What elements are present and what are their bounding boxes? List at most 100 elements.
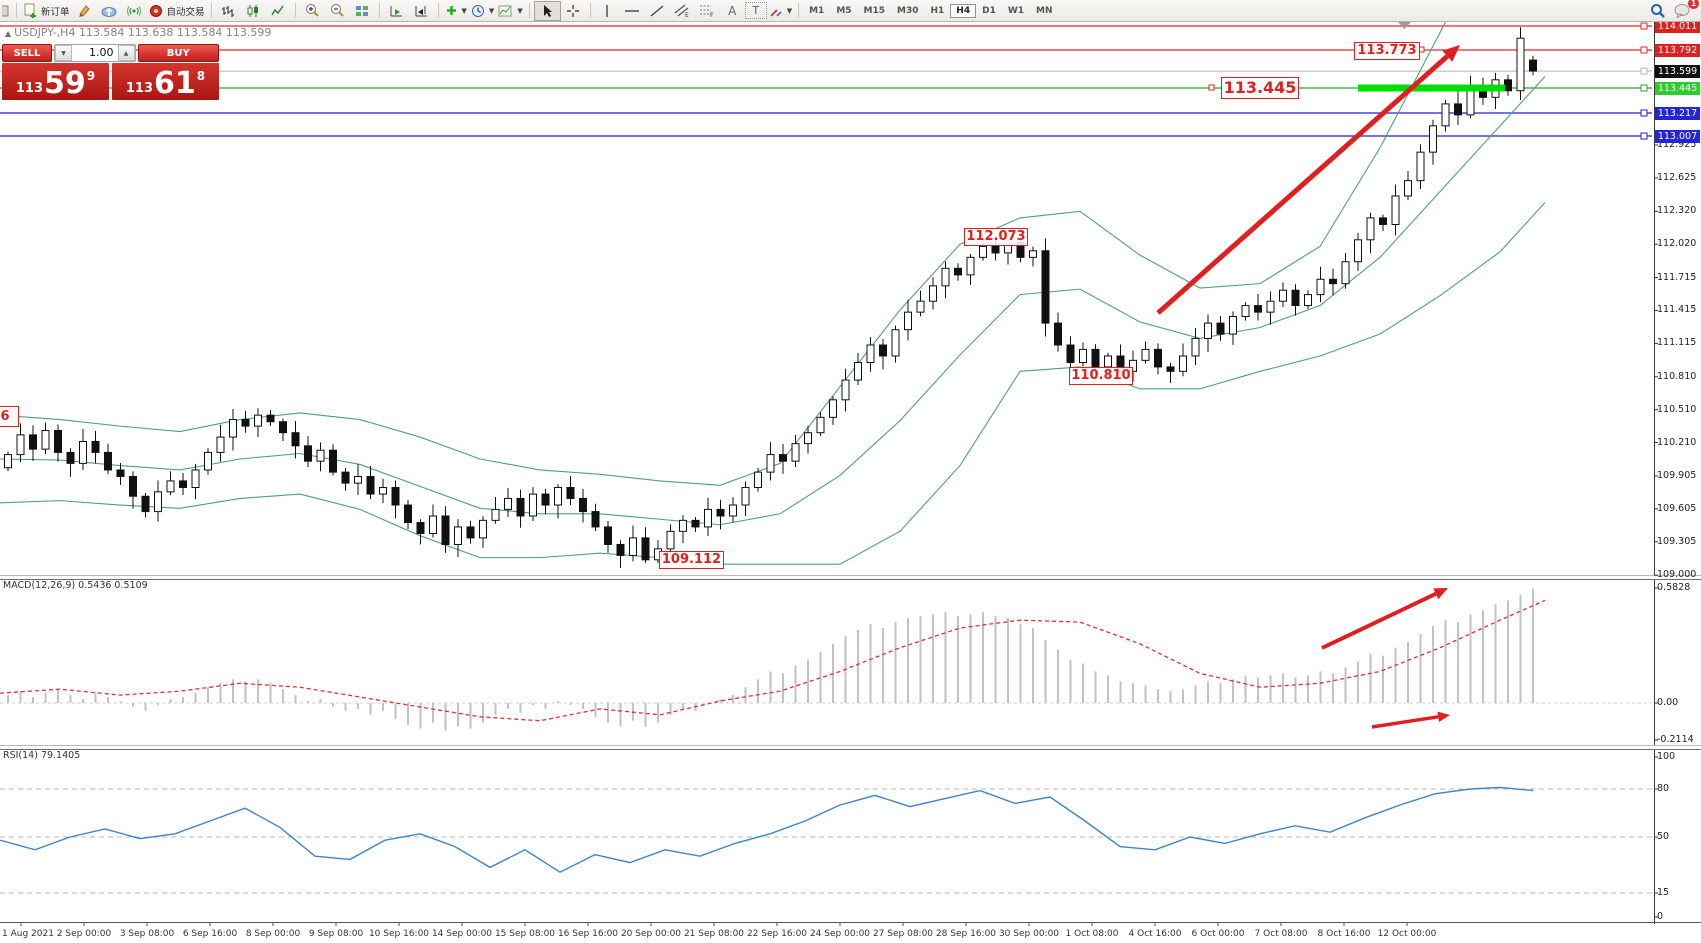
price-tick: 110.510 [1657, 403, 1697, 415]
price-tick: 109.905 [1657, 469, 1697, 481]
autotrading-button[interactable]: 自动交易 [147, 2, 207, 20]
line-chart-icon [271, 5, 284, 15]
timeframe-button-D1[interactable]: D1 [982, 5, 996, 16]
macd-trend-arrow [1321, 592, 1437, 650]
annotation-label-110.810[interactable]: 110.810 [1069, 367, 1133, 385]
chart-title: ▲ USDJPY-,H4 113.584 113.638 113.584 113.… [5, 26, 272, 39]
time-axis-label: 3 Sep 08:00 [119, 929, 175, 939]
time-axis-label: 1 Aug 2021 [2, 929, 54, 939]
timeframe-bar: M1 M5 M15 M30 H1 H4 D1 W1 MN [803, 3, 1058, 18]
zoom-out-button[interactable] [325, 2, 350, 20]
sell-price-prefix: 113 [15, 81, 44, 96]
separator [589, 3, 591, 18]
cursor-icon [544, 4, 553, 17]
sell-button[interactable]: SELL [2, 44, 52, 62]
macd-rsi-separator[interactable] [0, 745, 1701, 750]
notifications-button[interactable]: 1 [1670, 0, 1699, 20]
timeframe-button-H4[interactable]: H4 [950, 3, 977, 18]
annotation-label-113.445[interactable]: 113.445 [1221, 77, 1299, 99]
cursor-tool-button[interactable] [533, 0, 561, 21]
arrows-tool[interactable]: ▼ [767, 2, 794, 20]
one-click-trading-widget: SELL ▼ 1.00 ▲ BUY 113 59 9 113 61 8 [2, 44, 219, 100]
sell-price-button[interactable]: 113 59 9 [2, 63, 109, 100]
channel-tool[interactable]: E [670, 2, 695, 20]
time-axis-label: 1 Oct 08:00 [1065, 929, 1119, 939]
bar-chart-button[interactable] [216, 2, 241, 20]
annotation-label-113.773[interactable]: 113.773 [1354, 42, 1420, 60]
zoom-in-button[interactable] [300, 2, 325, 20]
indicators-button[interactable]: ▼ [443, 2, 469, 20]
buy-price-big: 61 [154, 66, 196, 101]
chart-macd-separator[interactable] [0, 575, 1701, 580]
macd-label: MACD(12,26,9) 0.5436 0.5109 [3, 580, 148, 591]
candlestick-chart-button[interactable] [241, 2, 266, 20]
time-axis-label: 8 Sep 00:00 [245, 929, 301, 939]
price-tick: 109.000 [1657, 569, 1697, 581]
timeframe-button-M1[interactable]: M1 [809, 5, 825, 16]
caret-down-icon: ▼ [461, 6, 467, 15]
price-tick: 110.210 [1657, 436, 1697, 448]
channel-sub-label: E [685, 12, 689, 18]
price-tick: 110.810 [1657, 370, 1697, 382]
time-axis-label: 12 Oct 00:00 [1377, 929, 1437, 939]
annotation-label-109.112[interactable]: 109.112 [659, 551, 724, 569]
time-axis-label: 4 Oct 16:00 [1128, 929, 1182, 939]
time-axis-label: 8 Oct 16:00 [1317, 929, 1371, 939]
auto-scroll-button[interactable] [384, 2, 409, 20]
line-chart-button[interactable] [266, 2, 291, 20]
price-line-label-113.599: 113.599 [1655, 64, 1700, 78]
horizontal-line-tool[interactable] [620, 2, 645, 20]
auto-scroll-icon [390, 5, 402, 16]
text-tool[interactable]: A [720, 2, 745, 20]
timeframe-button-MN[interactable]: MN [1036, 5, 1053, 16]
sell-price-big: 59 [44, 66, 86, 101]
rsi-axis-label: 80 [1657, 783, 1670, 794]
periods-button[interactable]: ▼ [469, 2, 496, 20]
timeframe-button-W1[interactable]: W1 [1007, 5, 1025, 16]
price-tick: 111.415 [1657, 304, 1697, 316]
crosshair-tool-button[interactable] [561, 2, 586, 20]
new-order-button[interactable]: 新订单 [21, 2, 72, 20]
zoom-in-icon [305, 4, 319, 17]
volume-input[interactable]: 1.00 [89, 46, 114, 59]
price-tick: 112.320 [1657, 205, 1697, 217]
buy-price-button[interactable]: 113 61 8 [112, 63, 219, 100]
templates-button[interactable]: ▼ [496, 2, 524, 20]
search-button[interactable] [1645, 2, 1670, 20]
symbol-marker-icon: ▲ [5, 29, 12, 38]
timeframe-button-M30[interactable]: M30 [897, 5, 919, 16]
signal-button[interactable] [122, 2, 147, 20]
trendline-tool[interactable] [645, 2, 670, 20]
vertical-line-tool[interactable] [595, 2, 620, 20]
time-axis-label: 14 Sep 00:00 [431, 929, 493, 939]
rsi-axis-label: 0 [1657, 911, 1664, 922]
timeframe-button-M15[interactable]: M15 [863, 5, 886, 16]
annotation-label-6[interactable]: 6 [0, 406, 19, 427]
tile-windows-button[interactable] [350, 2, 375, 20]
annotation-label-112.073[interactable]: 112.073 [964, 228, 1028, 246]
volume-increase-button[interactable]: ▲ [117, 45, 135, 61]
price-tick: 109.605 [1657, 502, 1697, 514]
buy-button[interactable]: BUY [137, 44, 219, 62]
fibonacci-tool[interactable]: F [695, 2, 720, 20]
publish-chart-button[interactable] [97, 2, 122, 20]
text-tool-label: A [728, 3, 737, 18]
separator [528, 3, 530, 18]
sell-price-pip: 9 [86, 69, 96, 83]
chart-shift-button[interactable] [409, 2, 434, 20]
volume-decrease-button[interactable]: ▼ [55, 45, 72, 61]
macd-axis-label: -0.2114 [1657, 734, 1694, 745]
new-order-icon [24, 3, 36, 18]
signal-icon [126, 5, 141, 16]
styler-button[interactable] [72, 2, 97, 20]
timeframe-button-M5[interactable]: M5 [836, 5, 852, 16]
vertical-line-icon [606, 4, 608, 17]
price-line-label-113.792: 113.792 [1655, 43, 1700, 57]
time-axis-label: 30 Sep 00:00 [998, 929, 1060, 939]
timeframe-button-H1[interactable]: H1 [930, 5, 945, 16]
text-label-tool[interactable]: T [744, 2, 767, 19]
price-axis-strip [1654, 21, 1701, 924]
indicators-icon [446, 6, 456, 15]
